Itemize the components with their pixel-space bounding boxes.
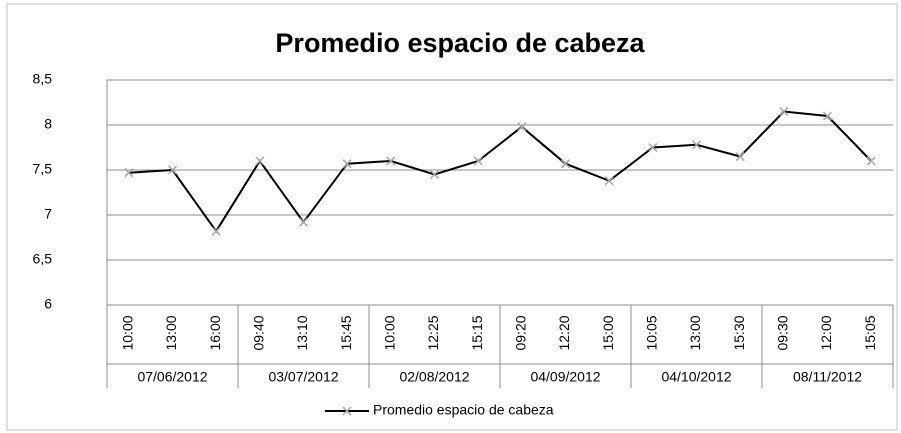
x-tick-label: 09:30 [775, 315, 791, 350]
x-tick-label: 15:15 [469, 315, 485, 350]
marker [342, 159, 352, 169]
x-tick-label: 13:10 [294, 315, 310, 350]
marker [735, 151, 745, 162]
x-tick-label: 10:00 [120, 315, 136, 350]
marker [386, 156, 396, 166]
marker [298, 217, 309, 227]
x-tick-label: 09:20 [513, 315, 529, 350]
x-tick-label: 13:00 [687, 315, 703, 350]
x-tick-label: 10:00 [382, 315, 398, 350]
marker [255, 156, 265, 166]
x-tick-label: 10:05 [644, 315, 660, 350]
y-tick-label: 6,5 [33, 251, 53, 267]
x-group-label: 04/10/2012 [661, 369, 731, 385]
x-tick-label: 12:00 [818, 315, 834, 350]
marker [473, 156, 483, 166]
x-tick-label: 16:00 [207, 315, 223, 350]
x-group-label: 03/07/2012 [268, 369, 338, 385]
marker [211, 226, 221, 236]
x-group-label: 02/08/2012 [399, 369, 469, 385]
marker [822, 111, 833, 121]
marker [604, 176, 614, 186]
x-tick-label: 13:00 [163, 315, 179, 350]
x-tick-label: 15:00 [600, 315, 616, 350]
x-tick-label: 09:40 [251, 315, 267, 350]
x-tick-label: 15:45 [338, 315, 354, 350]
marker [560, 159, 571, 169]
marker [167, 165, 178, 175]
x-tick-label: 15:30 [731, 315, 747, 350]
marker [691, 140, 702, 150]
marker [648, 142, 658, 153]
x-group-label: 08/11/2012 [793, 369, 862, 385]
marker [517, 122, 527, 132]
marker [429, 169, 440, 180]
y-tick-label: 7,5 [33, 161, 53, 177]
x-tick-label: 12:20 [556, 315, 572, 350]
x-group-label: 04/09/2012 [530, 369, 600, 385]
marker [866, 156, 876, 166]
y-tick-label: 8 [44, 116, 52, 132]
x-tick-label: 15:05 [862, 315, 878, 350]
chart-title: Promedio espacio de cabeza [275, 28, 645, 58]
x-group-label: 07/06/2012 [137, 369, 207, 385]
y-tick-label: 8,5 [33, 71, 53, 87]
series-line [128, 110, 872, 234]
y-tick-label: 7 [44, 206, 52, 222]
legend-label: Promedio espacio de cabeza [373, 402, 554, 418]
marker [779, 106, 789, 117]
marker [124, 168, 134, 178]
legend-marker [342, 406, 352, 416]
y-tick-label: 6 [44, 296, 52, 312]
chart-border [6, 3, 898, 431]
x-tick-label: 12:25 [425, 315, 441, 350]
